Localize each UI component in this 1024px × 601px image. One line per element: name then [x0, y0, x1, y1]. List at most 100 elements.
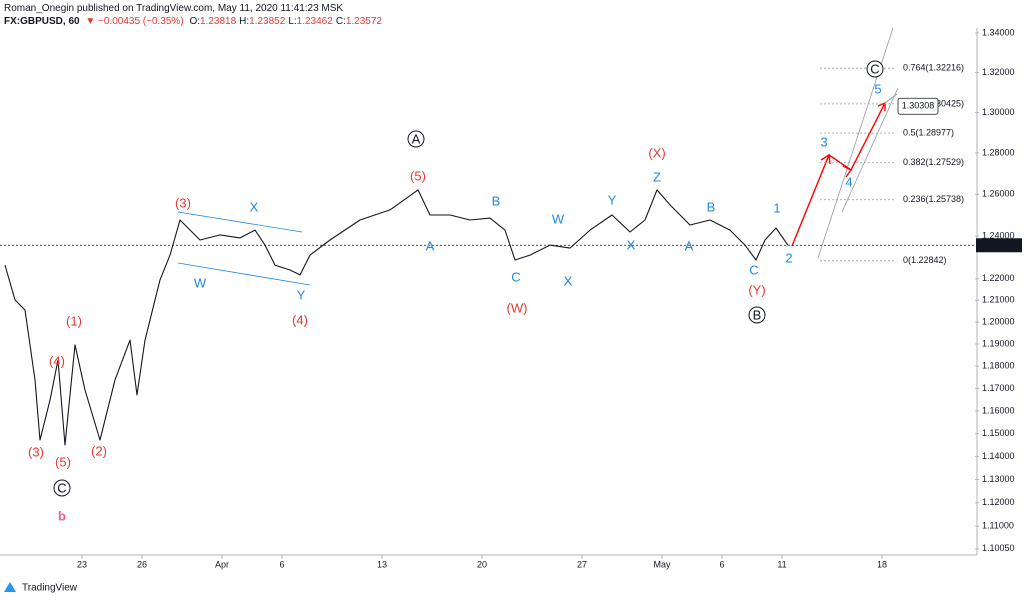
wave-label: 3	[820, 134, 827, 149]
wave-circle	[866, 60, 884, 78]
x-tick-label: 23	[77, 559, 87, 569]
fib-label: 0.5(1.28977)	[903, 128, 954, 138]
wave-label: C	[511, 269, 520, 284]
wave-label: Y	[608, 192, 617, 207]
fib-label: 0.764(1.32216)	[903, 63, 964, 73]
y-tick-label: 1.26000	[982, 189, 1015, 199]
ohlc-key: H:	[239, 16, 249, 27]
y-tick-label: 1.34000	[982, 27, 1015, 37]
wave-label: B	[707, 199, 716, 214]
x-tick-label: 27	[577, 559, 587, 569]
wave-label: A	[685, 238, 694, 253]
ohlc-key: L:	[288, 16, 296, 27]
wave-label: Z	[653, 169, 661, 184]
wave-circle	[407, 130, 425, 148]
fib-label: 0(1.22842)	[903, 255, 947, 265]
arrow-head	[820, 153, 831, 165]
ohlc-value: 1.23462	[297, 16, 334, 27]
y-tick-label: 1.32000	[982, 67, 1015, 77]
author-line: Roman_Onegin published on TradingView.co…	[4, 3, 343, 14]
wave-label: b	[58, 508, 66, 523]
y-tick-label: 1.10050	[982, 543, 1015, 553]
wave-label: A	[426, 238, 435, 253]
wave-circle	[53, 479, 71, 497]
y-tick-label: 1.15000	[982, 428, 1015, 438]
ohlc-value: 1.23572	[346, 16, 383, 27]
last-price-label: 1.23572	[980, 240, 1013, 250]
y-tick-label: 1.16000	[982, 405, 1015, 415]
wave-label: (4)	[49, 353, 65, 368]
wave-label: Y	[297, 287, 306, 302]
wave-label: W	[194, 275, 207, 290]
x-tick-label: 13	[377, 559, 387, 569]
wave-label: C	[749, 262, 758, 277]
wave-label: (W)	[507, 300, 528, 315]
ohlc: O:1.23818 H:1.23852 L:1.23462 C:1.23572	[189, 16, 382, 27]
wave-circle	[748, 306, 766, 324]
x-tick-label: 26	[137, 559, 147, 569]
symbol: FX:GBPUSD, 60	[4, 16, 80, 27]
wave-label: B	[753, 307, 762, 322]
wave-label: 2	[785, 250, 792, 265]
change: ▼ −0.00435 (−0.35%)	[85, 16, 183, 27]
wave-label: X	[564, 273, 573, 288]
y-tick-label: 1.14000	[982, 451, 1015, 461]
y-tick-label: 1.11000	[982, 521, 1014, 531]
target-label: 1.30308	[902, 101, 935, 111]
y-tick-label: 1.17000	[982, 383, 1015, 393]
y-tick-label: 1.18000	[982, 360, 1015, 370]
x-tick-label: 18	[877, 559, 887, 569]
target-callout	[897, 97, 939, 115]
wave-label: (2)	[91, 443, 107, 458]
wave-label: (3)	[175, 195, 191, 210]
y-tick-label: 1.22000	[982, 273, 1015, 283]
fib-label: 0.236(1.25738)	[903, 194, 964, 204]
ohlc-key: C:	[336, 16, 346, 27]
channel	[177, 211, 311, 286]
wave-label: B	[492, 193, 501, 208]
wave-label: (Y)	[748, 282, 765, 297]
wave-label: C	[870, 61, 879, 76]
callout-pointer	[884, 93, 898, 104]
wave-label: 1	[773, 200, 780, 215]
y-tick-label: 1.12000	[982, 497, 1015, 507]
y-tick-label: 1.21000	[982, 295, 1015, 305]
channel-line	[177, 262, 311, 286]
y-tick-label: 1.20000	[982, 316, 1015, 326]
ohlc-value: 1.23852	[249, 16, 286, 27]
price-line	[4, 189, 789, 446]
arrow-head	[842, 165, 853, 178]
x-tick-label: 11	[777, 559, 786, 569]
logo	[4, 582, 16, 592]
wave-label: C	[57, 480, 66, 495]
y-tick-label: 1.19000	[982, 338, 1015, 348]
y-tick-label: 1.24000	[982, 231, 1015, 241]
ohlc-key: O:	[189, 16, 200, 27]
wave-label: 5	[874, 81, 881, 96]
x-tick-label: 6	[279, 559, 284, 569]
y-tick-label: 1.28000	[982, 147, 1015, 157]
wave-label: (5)	[410, 168, 426, 183]
x-tick-label: 6	[719, 559, 724, 569]
footer-text: TradingView	[22, 583, 78, 594]
wave-label: A	[412, 131, 421, 146]
wave-label: W	[552, 211, 565, 226]
y-tick-label: 1.13000	[982, 474, 1015, 484]
last-price-tag	[976, 238, 1022, 253]
symbol-line: FX:GBPUSD, 60 ▼ −0.00435 (−0.35%) O:1.23…	[4, 16, 382, 27]
footer: TradingView	[4, 582, 78, 594]
wave-label: (4)	[292, 312, 308, 327]
y-tick-label: 1.30000	[982, 107, 1015, 117]
wave-label: X	[250, 199, 259, 214]
fib-label: 0.382(1.27529)	[903, 157, 964, 167]
x-tick-label: May	[653, 559, 671, 569]
wave-label: 4	[845, 174, 852, 189]
wave-label: (1)	[66, 313, 82, 328]
x-tick-label: Apr	[215, 559, 229, 569]
x-tick-label: 20	[477, 559, 487, 569]
channel-line	[177, 211, 303, 233]
wave-label: (5)	[55, 454, 71, 469]
